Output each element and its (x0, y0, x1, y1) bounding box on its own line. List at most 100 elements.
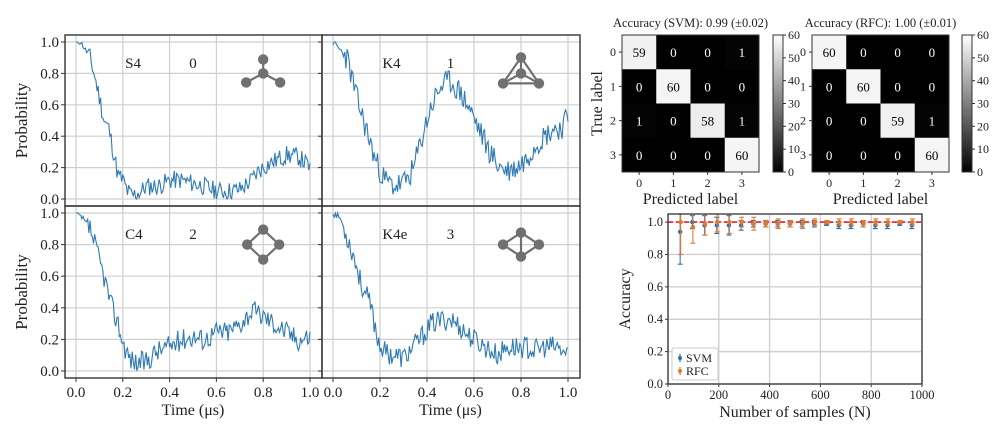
colorbar-tick-label: 30 (788, 97, 800, 111)
x-tick-label: 0.2 (113, 385, 132, 401)
matrix-value: 0 (826, 114, 833, 129)
matrix-cell (880, 137, 916, 173)
matrix-cell (724, 69, 760, 104)
y-tick-label: 0.2 (40, 332, 59, 348)
graph-name-label: C4 (125, 227, 143, 243)
y-axis-label: True label (589, 71, 606, 136)
matrix-title: Accuracy (SVM): 0.99 (±0.02) (613, 16, 768, 30)
graph-name-label: K4e (382, 227, 407, 243)
matrix-value: 0 (670, 148, 677, 163)
matrix-value: 1 (739, 45, 746, 60)
data-point (849, 219, 854, 225)
matrix-cell (914, 137, 950, 173)
x-tick-label: 1 (670, 176, 676, 190)
matrix-cell (914, 35, 950, 70)
data-point (690, 224, 696, 230)
matrix-cell (622, 103, 657, 139)
matrix-cell (812, 69, 847, 104)
matrix-value: 59 (633, 45, 646, 60)
graph-node (275, 77, 286, 88)
series-rfc (678, 213, 915, 256)
probability-trace (76, 41, 311, 201)
matrix-value: 1 (636, 114, 643, 129)
x-axis-label: Time (μs) (419, 402, 482, 419)
y-tick-label: 0 (800, 45, 806, 59)
matrix-value: 0 (894, 79, 901, 94)
data-point (812, 219, 818, 225)
panel-bottom-left: 0.0 0.2 0.4 0.6 0.8 1.0 0.0 0.2 0.4 0.6 0.8 1.0 C4 2 P… (12, 205, 323, 419)
colorbar-tick-label: 30 (977, 97, 989, 111)
y-tick-label: 1.0 (40, 35, 59, 51)
legend-box (671, 347, 719, 381)
x-tick-label: 0.8 (512, 385, 531, 401)
matrix-value: 0 (929, 79, 936, 94)
matrix-value: 0 (704, 148, 711, 163)
matrix-cell (914, 103, 950, 139)
x-axis-label: Predicted label (833, 191, 929, 208)
matrix-cell (846, 103, 881, 139)
legend-label: SVM (686, 351, 712, 365)
matrix-value: 0 (670, 45, 677, 60)
matrix-cell (622, 35, 657, 70)
matrix-value: 60 (823, 45, 836, 60)
y-tick-label: 2 (800, 114, 806, 128)
graph-node (533, 239, 545, 250)
graph-name-label: K4 (382, 56, 401, 72)
y-tick-label: 0.0 (40, 192, 59, 208)
data-point (776, 221, 781, 226)
probability-trace (332, 210, 569, 368)
matrix-cell (656, 35, 691, 70)
matrix-cell (724, 137, 760, 173)
diamond-graph-icon (497, 227, 545, 262)
matrix-cell (914, 69, 950, 104)
colorbar-tick-label: 40 (977, 74, 989, 88)
colorbar-tick-label: 20 (977, 119, 989, 133)
matrix-value: 0 (826, 79, 833, 94)
y-tick-label: 0.0 (647, 377, 663, 391)
y-tick-label: 0.2 (40, 161, 59, 177)
matrix-value: 0 (670, 114, 677, 129)
y-axis-label: Probability (12, 82, 31, 158)
graph-node (515, 227, 527, 238)
graph-node (497, 78, 509, 89)
data-point (897, 219, 903, 225)
matrix-cell (846, 137, 881, 173)
graph-edge (502, 56, 522, 85)
x-tick-label: 0.0 (324, 385, 343, 401)
data-point (788, 221, 793, 226)
y-tick-label: 0.4 (40, 129, 59, 145)
matrix-cell (880, 69, 916, 104)
data-point (678, 219, 683, 225)
y-tick-label: 1.0 (647, 215, 663, 229)
data-point (836, 219, 842, 225)
matrix-value: 60 (667, 79, 680, 94)
matrix-cell (846, 69, 881, 104)
matrix-value: 59 (891, 114, 904, 129)
matrix-cell (724, 103, 760, 139)
data-point (873, 219, 878, 225)
x-axis-label: Predicted label (643, 191, 739, 208)
complete-graph-icon (497, 52, 545, 89)
matrix-title: Accuracy (RFC): 1.00 (±0.01) (805, 16, 957, 30)
y-tick-label: 0.6 (40, 269, 59, 285)
x-tick-label: 0.0 (67, 385, 86, 401)
x-tick-label: 400 (760, 388, 779, 402)
x-axis-label: Number of samples (N) (719, 404, 871, 421)
cycle-graph-icon (242, 224, 285, 265)
colorbar-tick-label: 20 (788, 119, 800, 133)
y-tick-label: 0.8 (647, 247, 663, 261)
class-label: 3 (447, 227, 455, 243)
matrix-cell (690, 137, 726, 173)
data-point (727, 219, 732, 225)
graph-node (497, 239, 509, 250)
graph-node (533, 78, 545, 89)
graph-node (515, 251, 527, 262)
probability-trace (332, 41, 569, 195)
x-axis-label: Time (μs) (162, 402, 225, 419)
matrix-cell (656, 69, 691, 104)
x-tick-label: 3 (929, 176, 935, 190)
colorbar-tick-label: 10 (788, 142, 800, 156)
matrix-cell (622, 137, 657, 173)
matrix-cell (880, 35, 916, 70)
